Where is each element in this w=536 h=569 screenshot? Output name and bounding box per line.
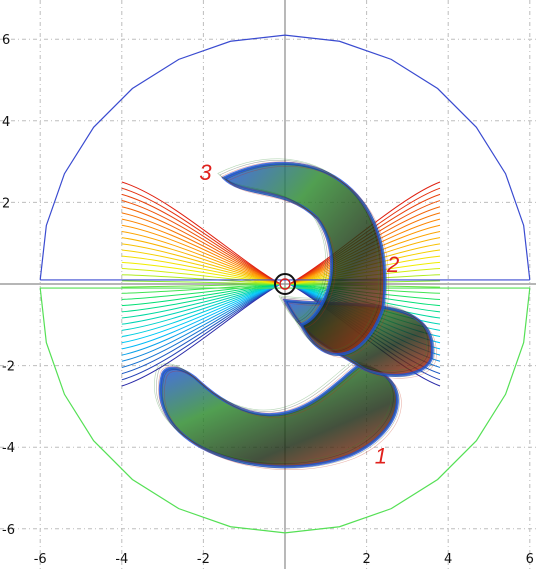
- field-line-left-25: [121, 230, 280, 284]
- lobe-1-texture-5: [164, 368, 402, 470]
- y-tick-label-1: 4: [2, 115, 10, 130]
- x-tick-label-1: -4: [115, 552, 128, 567]
- field-line-left-28: [121, 212, 280, 284]
- lobe-1-texture-4: [162, 366, 400, 469]
- x-tick-label-5: 6: [526, 552, 534, 567]
- y-tick-label-5: -6: [2, 523, 15, 538]
- lobe-3-texture-1: [219, 160, 381, 352]
- field-line-left-5: [121, 284, 280, 356]
- field-line-left-2: [121, 284, 280, 375]
- x-tick-label-2: -2: [197, 552, 210, 567]
- field-line-left-18: [121, 274, 279, 285]
- field-line-left-30: [121, 200, 280, 284]
- field-line-left-14: [121, 283, 279, 300]
- lobe-3: [221, 161, 387, 356]
- center-swirl: [274, 273, 296, 295]
- field-line-left-20: [121, 261, 279, 285]
- particle-lobes: [154, 158, 437, 470]
- field-line-left-29: [121, 206, 280, 284]
- field-line-left-15: [121, 283, 279, 294]
- annotation-lobe-2: 2: [386, 252, 399, 277]
- field-line-left-1: [121, 284, 280, 381]
- boundary-curves: [39, 34, 531, 534]
- lobe-3-texture-3: [223, 163, 385, 355]
- field-line-left-21: [121, 255, 279, 285]
- lobe-3-texture-0: [217, 158, 379, 350]
- field-line-left-0: [121, 284, 280, 387]
- annotation-lobe-3: 3: [199, 160, 212, 185]
- x-tick-label-0: -6: [34, 552, 47, 567]
- field-line-left-23: [121, 243, 279, 285]
- field-line-left-32: [121, 187, 280, 284]
- field-line-left-27: [121, 218, 280, 284]
- x-tick-label-4: 4: [444, 552, 452, 567]
- field-line-left-9: [121, 283, 280, 331]
- field-line-left-8: [121, 284, 280, 338]
- x-tick-label-3: 2: [362, 552, 370, 567]
- lobe-1-texture-3: [160, 365, 398, 467]
- annotations: 1 2 3: [199, 160, 399, 469]
- field-line-left-13: [121, 283, 279, 307]
- field-line-left-33: [121, 181, 280, 284]
- field-line-left-16: [121, 283, 279, 288]
- field-line-left-7: [121, 284, 280, 344]
- y-tick-label-3: -2: [2, 360, 15, 375]
- field-line-left-6: [121, 284, 280, 350]
- lobe-3-texture-4: [225, 164, 387, 356]
- field-line-left-24: [121, 237, 280, 285]
- y-tick-label-0: 6: [2, 33, 10, 48]
- field-line-left-31: [121, 193, 280, 284]
- field-line-left-4: [121, 284, 280, 362]
- annotation-lobe-1: 1: [375, 444, 387, 469]
- field-line-left-12: [121, 283, 279, 313]
- field-line-left-17: [121, 280, 279, 285]
- lobe-3-texture-2: [221, 161, 383, 353]
- lobe-1: [158, 364, 399, 469]
- field-line-left-26: [121, 224, 280, 284]
- lobe-3-texture-5: [227, 166, 389, 358]
- field-line-left-10: [121, 283, 279, 325]
- boundary-lower: [39, 288, 531, 534]
- center-swirl-inner: [279, 278, 291, 290]
- y-tick-label-4: -4: [2, 441, 15, 456]
- y-tick-label-2: 2: [2, 196, 10, 211]
- field-line-left-3: [121, 284, 280, 368]
- tick-labels: -6 -4 -2 2 4 6 6 4 2 -2 -4 -6: [2, 33, 534, 567]
- boundary-upper: [39, 34, 531, 280]
- field-line-left-19: [121, 268, 279, 285]
